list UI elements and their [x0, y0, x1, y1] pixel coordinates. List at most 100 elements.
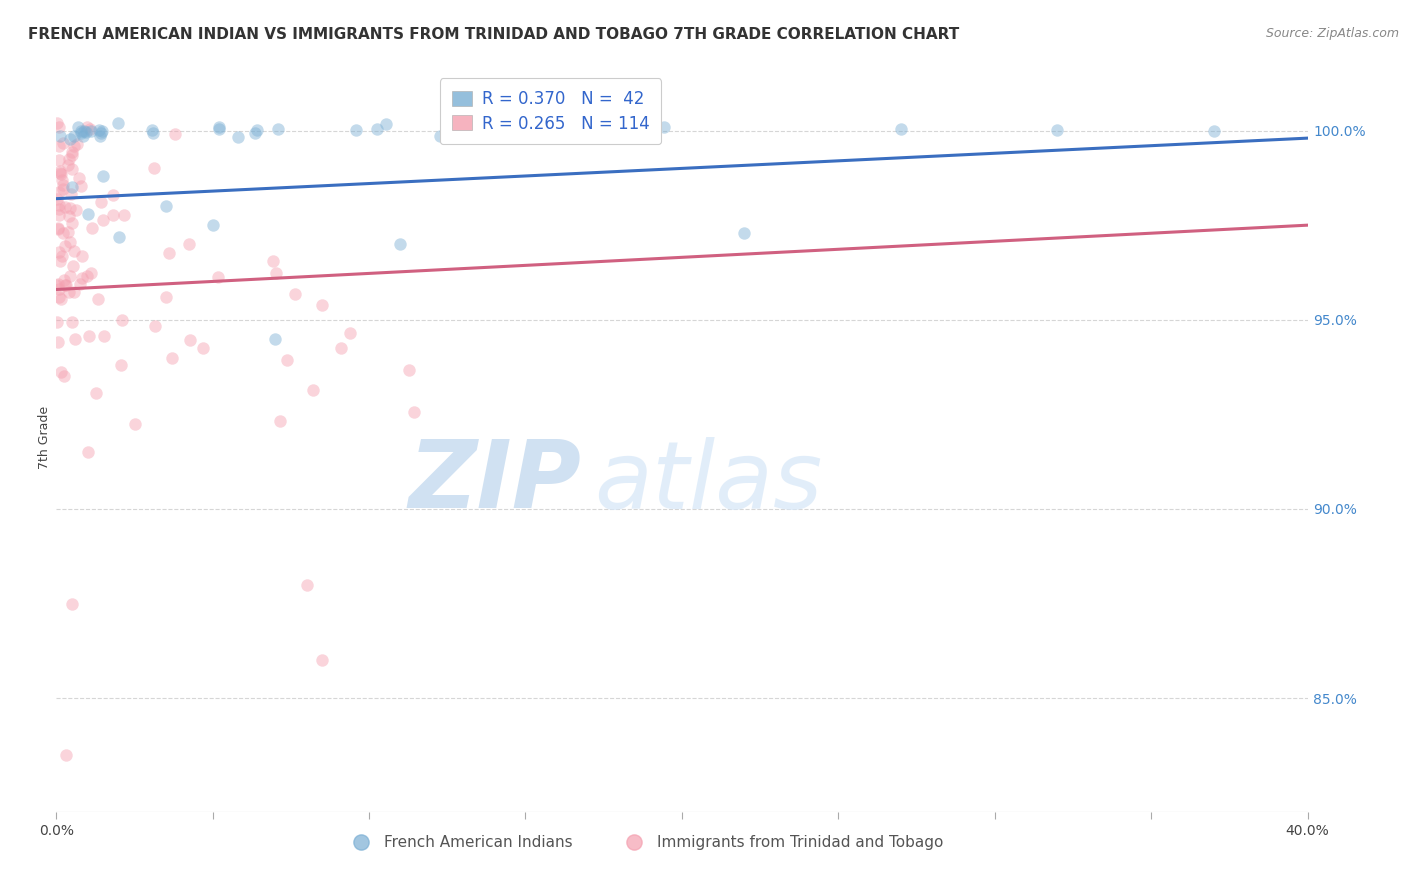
- Point: [269, 414, 291, 428]
- Point: [207, 120, 229, 134]
- Point: [246, 122, 269, 136]
- Point: [89, 129, 111, 144]
- Point: [91, 169, 114, 183]
- Point: [70, 123, 93, 137]
- Point: [60, 315, 83, 329]
- Point: [48, 290, 70, 304]
- Point: [87, 292, 110, 306]
- Point: [890, 122, 912, 136]
- Point: [311, 653, 333, 667]
- Point: [142, 127, 165, 141]
- Point: [49, 292, 72, 306]
- Point: [48, 185, 70, 199]
- Point: [72, 128, 94, 143]
- Point: [49, 164, 72, 178]
- Point: [53, 239, 76, 253]
- Point: [402, 405, 425, 419]
- Point: [429, 128, 451, 143]
- Point: [90, 124, 112, 138]
- Point: [91, 213, 114, 227]
- Point: [51, 173, 73, 187]
- Point: [264, 332, 287, 346]
- Point: [276, 353, 298, 368]
- Point: [155, 199, 177, 213]
- Point: [163, 127, 186, 141]
- Point: [90, 126, 112, 140]
- Point: [45, 192, 67, 206]
- Point: [339, 326, 361, 340]
- Point: [76, 120, 98, 134]
- Point: [48, 153, 70, 167]
- Text: ZIP: ZIP: [409, 436, 582, 528]
- Point: [1046, 123, 1069, 137]
- Point: [207, 122, 229, 136]
- Point: [55, 747, 77, 762]
- Point: [201, 218, 224, 232]
- Point: [90, 195, 112, 210]
- Point: [191, 341, 214, 355]
- Point: [330, 341, 353, 355]
- Point: [366, 122, 388, 136]
- Point: [63, 128, 86, 143]
- Point: [60, 180, 83, 194]
- Point: [59, 268, 82, 283]
- Point: [87, 123, 110, 137]
- Point: [58, 209, 80, 223]
- Point: [45, 278, 67, 293]
- Y-axis label: 7th Grade: 7th Grade: [38, 406, 51, 468]
- Point: [49, 167, 72, 181]
- Point: [93, 328, 115, 343]
- Point: [652, 120, 675, 134]
- Point: [46, 334, 69, 349]
- Legend: French American Indians, Immigrants from Trinidad and Tobago: French American Indians, Immigrants from…: [340, 830, 949, 856]
- Point: [62, 145, 84, 159]
- Point: [284, 287, 307, 301]
- Point: [142, 161, 165, 175]
- Point: [534, 120, 557, 135]
- Point: [295, 577, 318, 591]
- Point: [262, 253, 284, 268]
- Point: [101, 208, 124, 222]
- Point: [60, 597, 83, 611]
- Point: [48, 120, 70, 135]
- Point: [46, 315, 69, 329]
- Point: [63, 332, 86, 346]
- Point: [76, 207, 98, 221]
- Point: [46, 221, 69, 235]
- Point: [155, 290, 177, 304]
- Point: [75, 125, 97, 139]
- Point: [76, 268, 98, 283]
- Point: [59, 201, 82, 215]
- Text: atlas: atlas: [595, 436, 823, 527]
- Point: [62, 259, 84, 273]
- Point: [58, 285, 80, 299]
- Point: [49, 128, 72, 143]
- Point: [46, 222, 69, 236]
- Point: [59, 235, 82, 249]
- Point: [60, 162, 83, 177]
- Point: [63, 139, 86, 153]
- Point: [70, 178, 93, 193]
- Point: [51, 249, 73, 263]
- Point: [59, 186, 82, 201]
- Point: [52, 136, 75, 150]
- Point: [84, 386, 107, 401]
- Point: [48, 245, 70, 260]
- Point: [58, 152, 80, 166]
- Point: [578, 118, 600, 132]
- Text: Source: ZipAtlas.com: Source: ZipAtlas.com: [1265, 27, 1399, 40]
- Point: [66, 120, 89, 135]
- Point: [266, 266, 288, 280]
- Point: [226, 129, 249, 144]
- Point: [311, 297, 333, 311]
- Point: [66, 136, 89, 151]
- Point: [55, 278, 77, 293]
- Point: [65, 203, 87, 218]
- Point: [53, 201, 76, 215]
- Point: [60, 216, 83, 230]
- Point: [58, 225, 80, 239]
- Point: [52, 226, 75, 240]
- Point: [46, 277, 69, 292]
- Point: [179, 333, 201, 347]
- Point: [49, 166, 72, 180]
